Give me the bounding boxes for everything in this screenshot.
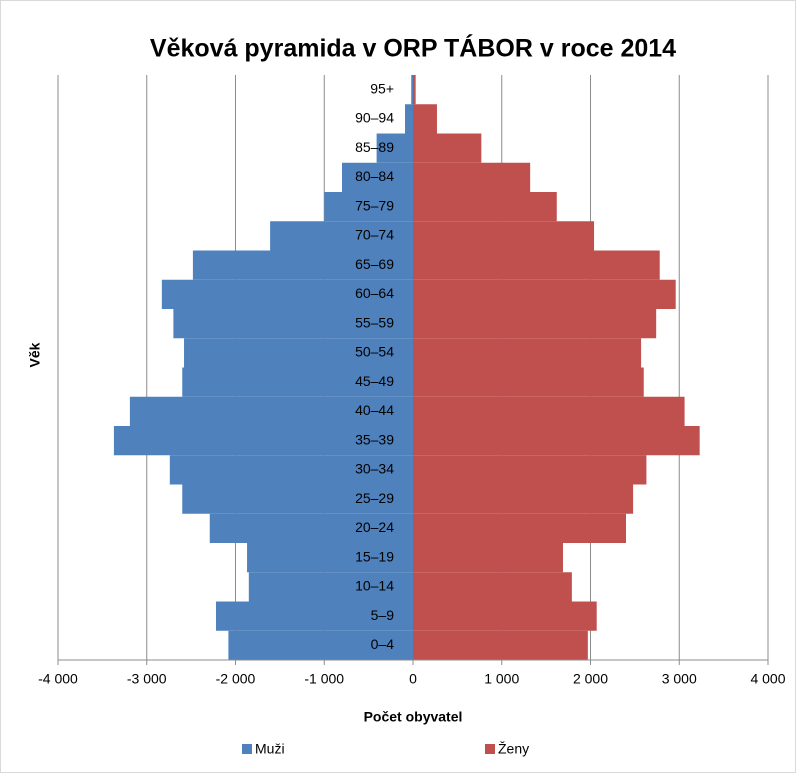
y-axis-title: Věk [27, 342, 43, 367]
y-tick-label: 25–29 [355, 490, 394, 506]
y-tick-label: 95+ [370, 80, 394, 96]
bar [161, 279, 413, 309]
y-tick-label: 90–94 [355, 110, 394, 126]
bar [413, 513, 626, 543]
bar [413, 133, 482, 163]
bar [413, 192, 557, 222]
y-tick-label: 60–64 [355, 285, 394, 301]
legend-swatch [242, 744, 252, 754]
y-tick-label: 70–74 [355, 227, 394, 243]
bar [413, 484, 634, 514]
bar [342, 162, 413, 192]
bar [413, 75, 416, 105]
x-tick-label: -4 000 [38, 671, 78, 687]
bar [324, 192, 413, 222]
bar [228, 630, 413, 660]
bar [413, 309, 657, 339]
bar [413, 630, 588, 660]
y-tick-label: 85–89 [355, 139, 394, 155]
bar [215, 601, 413, 631]
y-tick-label: 40–44 [355, 402, 394, 418]
bar [113, 426, 413, 456]
y-tick-label: 65–69 [355, 256, 394, 272]
x-tick-label: -3 000 [127, 671, 167, 687]
bar [192, 250, 413, 280]
x-tick-label: 0 [409, 671, 417, 687]
x-tick-label: 3 000 [662, 671, 697, 687]
bar [413, 279, 676, 309]
x-tick-label: 4 000 [750, 671, 785, 687]
legend-swatch [485, 744, 495, 754]
bar [413, 455, 647, 485]
y-tick-label: 10–14 [355, 578, 394, 594]
y-tick-label: 30–34 [355, 461, 394, 477]
y-tick-label: 50–54 [355, 344, 394, 360]
y-tick-label: 35–39 [355, 431, 394, 447]
bar [413, 104, 437, 134]
bar [413, 367, 644, 397]
bar [413, 396, 685, 426]
x-tick-label: 2 000 [573, 671, 608, 687]
x-tick-label: 1 000 [484, 671, 519, 687]
bar [270, 221, 413, 251]
bar [413, 572, 572, 602]
bar [413, 221, 595, 251]
bar [182, 484, 413, 514]
y-tick-label: 20–24 [355, 519, 394, 535]
y-tick-label: 80–84 [355, 168, 394, 184]
bar [247, 543, 413, 573]
x-tick-label: -1 000 [304, 671, 344, 687]
bar [413, 543, 563, 573]
y-tick-label: 5–9 [371, 607, 395, 623]
bar [405, 104, 413, 134]
x-axis-title: Počet obyvatel [364, 709, 463, 725]
y-tick-label: 45–49 [355, 373, 394, 389]
bar [169, 455, 413, 485]
y-tick-label: 55–59 [355, 314, 394, 330]
bar [209, 513, 413, 543]
bar [411, 75, 413, 105]
bar [413, 601, 597, 631]
bar [182, 367, 413, 397]
legend-label: Ženy [498, 741, 529, 757]
legend-label: Muži [255, 741, 285, 757]
chart-title: Věková pyramida v ORP TÁBOR v roce 2014 [150, 34, 676, 63]
bar [413, 338, 642, 368]
y-tick-label: 0–4 [371, 636, 395, 652]
bar [376, 133, 413, 163]
bar [184, 338, 413, 368]
bar [413, 250, 660, 280]
y-tick-label: 75–79 [355, 197, 394, 213]
bar [129, 396, 413, 426]
bar [413, 426, 700, 456]
bar [248, 572, 413, 602]
y-tick-label: 15–19 [355, 548, 394, 564]
bar [413, 162, 531, 192]
x-tick-label: -2 000 [216, 671, 256, 687]
bar [173, 309, 413, 339]
